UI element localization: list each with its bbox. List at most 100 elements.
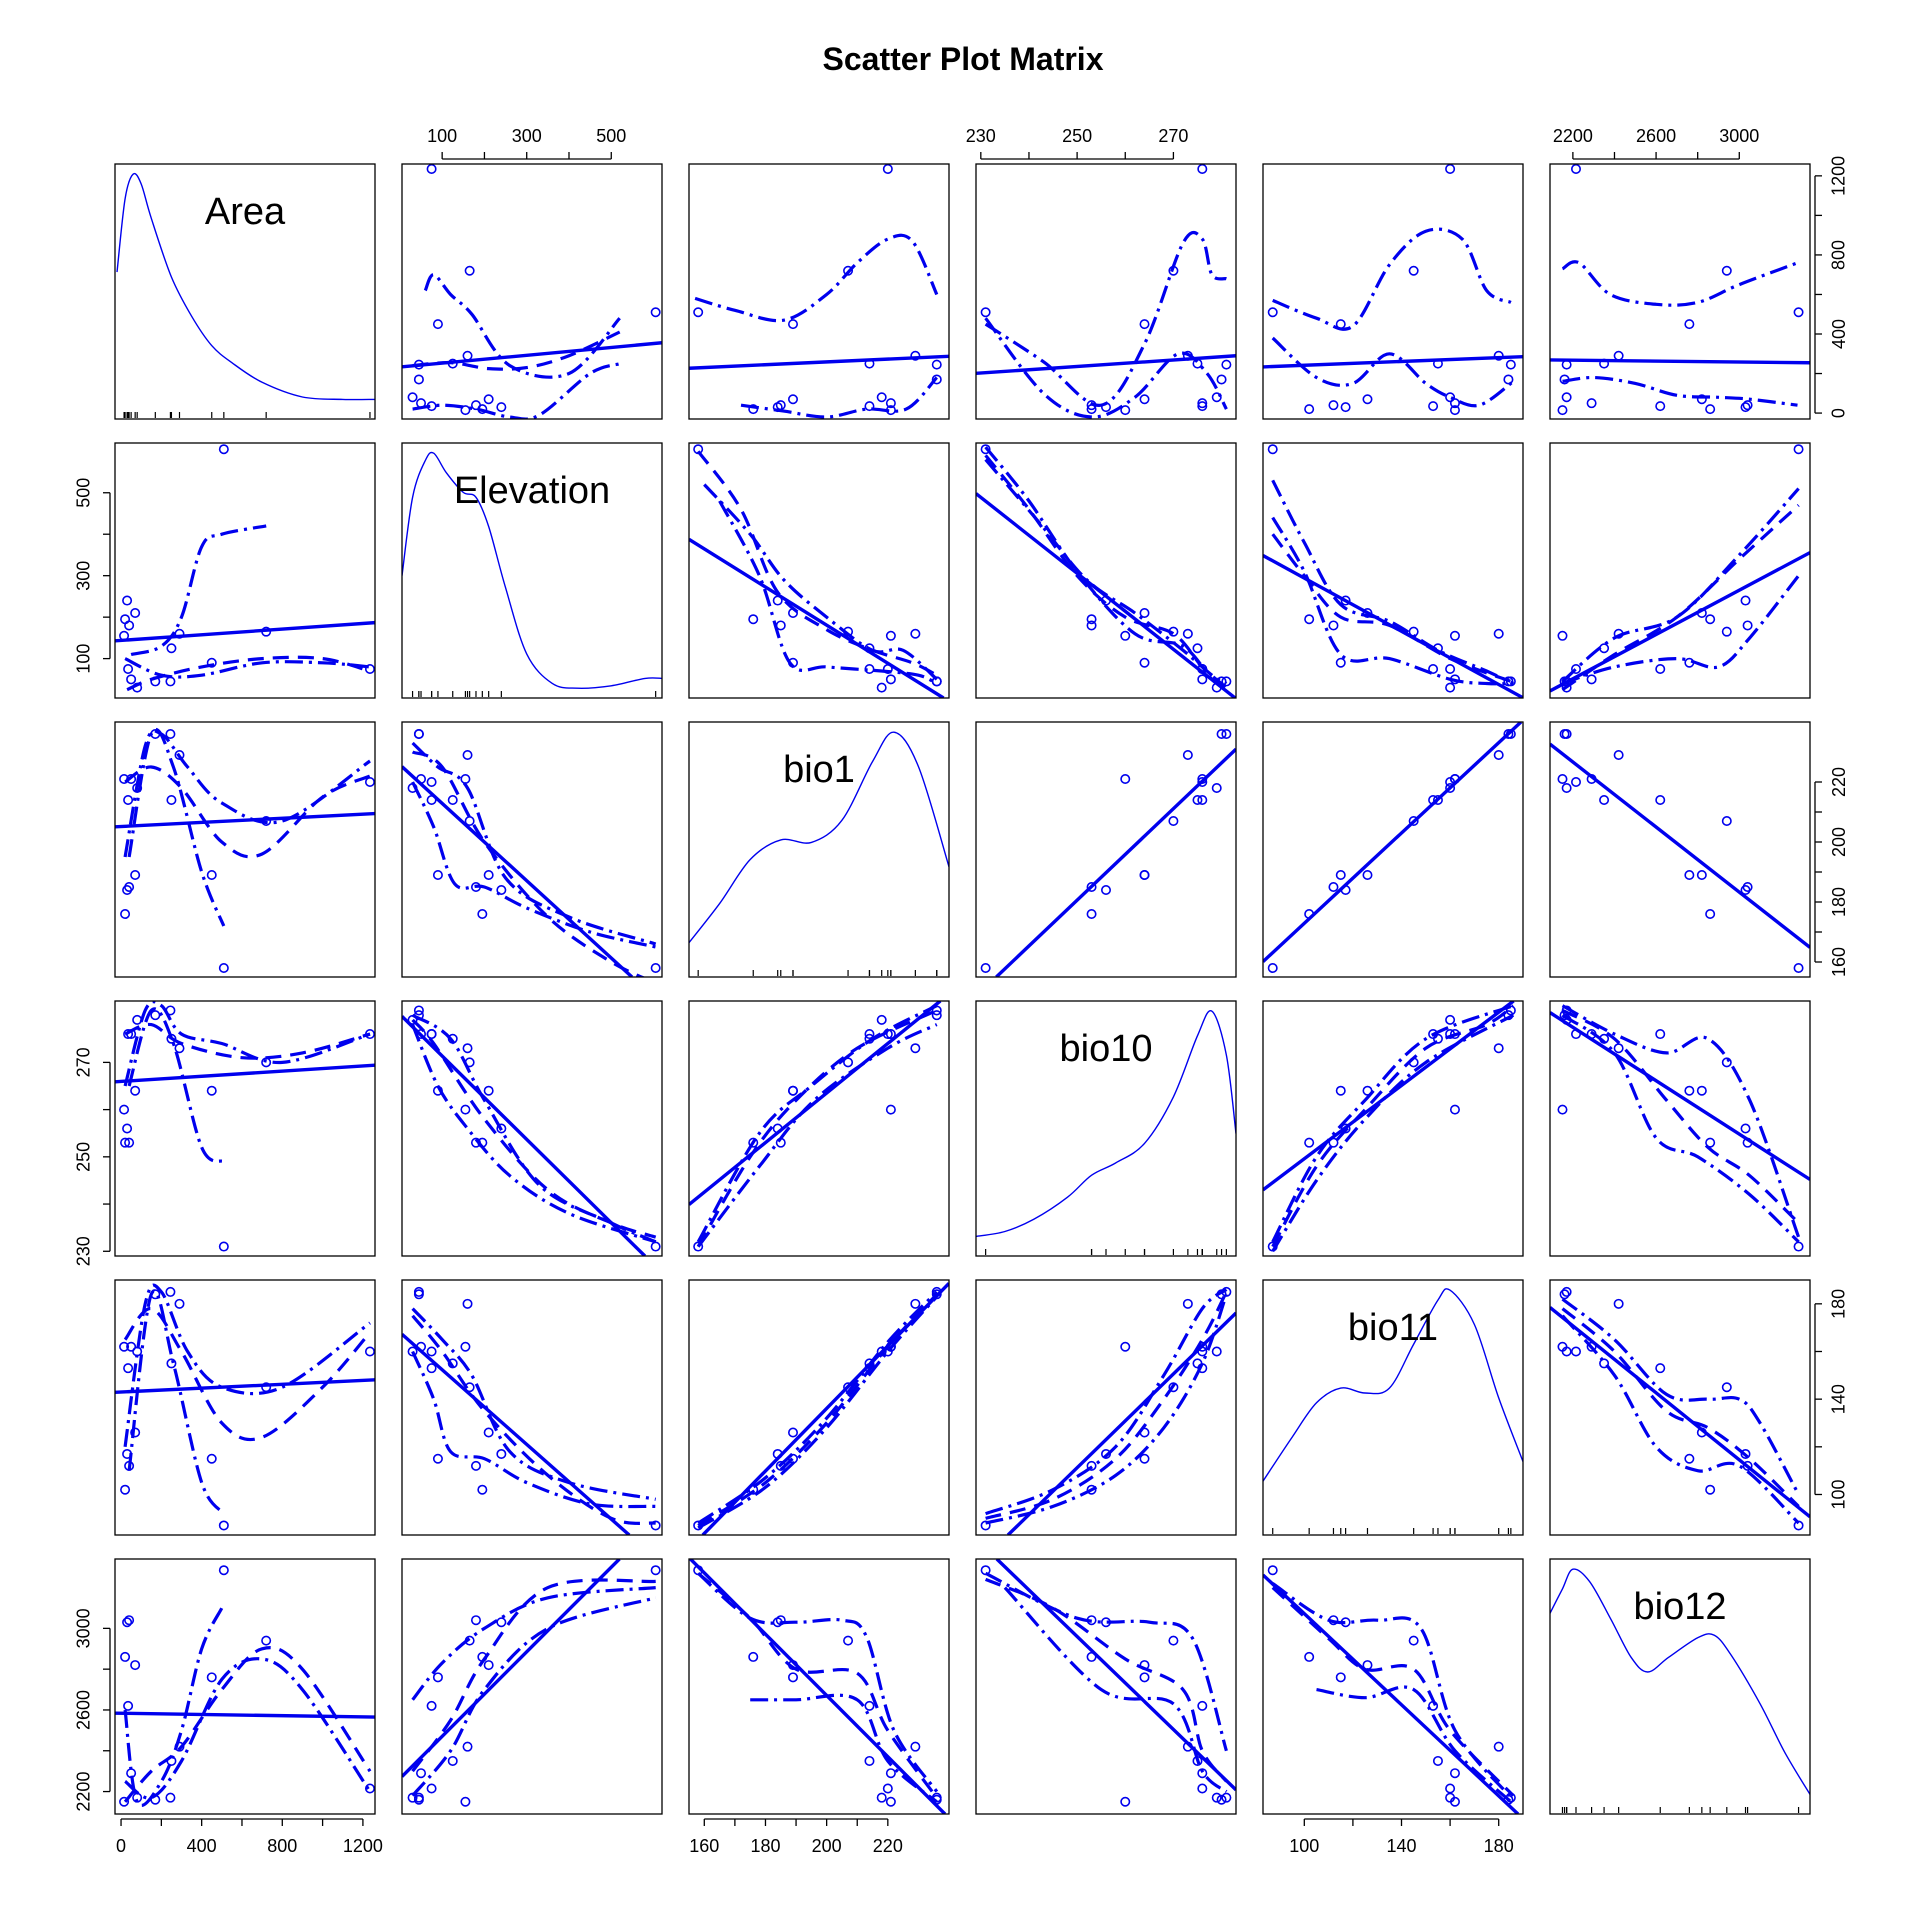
tick-label: 1200	[343, 1836, 383, 1856]
data-point	[1493, 1043, 1504, 1054]
data-point	[1721, 265, 1732, 276]
tick-label: 200	[1829, 827, 1849, 857]
data-point	[1705, 1484, 1716, 1495]
data-point	[1432, 794, 1443, 805]
panel-frame	[975, 721, 1237, 978]
smooth-curve-median	[124, 765, 371, 859]
panel-frame	[401, 1000, 663, 1257]
data-point	[416, 1768, 427, 1779]
panel-bio12-vs-elevation	[401, 1558, 663, 1815]
data-point	[1793, 1241, 1804, 1252]
data-point	[407, 1346, 418, 1357]
data-point	[496, 884, 507, 895]
panel-bio12-vs-bio12: bio12	[1549, 1558, 1811, 1815]
tick-label: 2200	[74, 1772, 94, 1812]
smooth-curve-upper	[411, 1307, 657, 1501]
regression-line	[1263, 1001, 1515, 1192]
data-point	[1120, 630, 1131, 641]
data-point	[1449, 1796, 1460, 1807]
tick-label: 100	[74, 644, 94, 674]
data-point	[1696, 1085, 1707, 1096]
panel-frame	[1262, 1558, 1524, 1815]
panel-elevation-vs-bio12	[1549, 442, 1811, 699]
data-point	[1684, 869, 1695, 880]
data-point	[130, 869, 141, 880]
panel-frame	[1262, 442, 1524, 699]
data-point	[496, 402, 507, 413]
data-point	[165, 1286, 176, 1297]
variable-label-bio1: bio1	[783, 749, 855, 791]
data-point	[496, 1123, 507, 1134]
smooth-curve-lower	[412, 362, 621, 419]
data-point	[1445, 392, 1456, 403]
data-point	[447, 1755, 458, 1766]
smooth-curve-lower	[1271, 1013, 1515, 1253]
density-curve-bio10	[976, 1010, 1236, 1238]
data-point	[980, 307, 991, 318]
data-point	[462, 1298, 473, 1309]
regression-line	[1550, 1011, 1810, 1181]
data-point	[748, 1137, 759, 1148]
panel-bio11-vs-elevation	[401, 1279, 663, 1536]
panel-bio10-vs-bio1	[688, 1000, 950, 1257]
data-point	[1571, 164, 1581, 174]
data-point	[1216, 728, 1227, 739]
smooth-curve-lower	[696, 1023, 938, 1248]
data-point	[460, 1341, 471, 1352]
smooth-curve-upper	[123, 1001, 371, 1087]
variable-label-bio10: bio10	[1060, 1028, 1153, 1070]
data-point	[1445, 164, 1456, 174]
data-point	[1428, 663, 1439, 674]
data-point	[166, 1358, 177, 1369]
data-point	[1705, 1137, 1716, 1148]
data-point	[1599, 1358, 1610, 1369]
data-point	[885, 1796, 896, 1807]
tick-label: 2600	[1636, 126, 1676, 146]
panel-frame	[401, 163, 663, 420]
bottom-axis-bio11: 100 140 180	[1289, 1818, 1514, 1856]
data-point	[1503, 374, 1514, 385]
panel-frame	[1549, 163, 1811, 420]
regression-line	[115, 1711, 375, 1719]
data-point	[120, 614, 131, 625]
data-point	[1613, 350, 1624, 361]
data-point	[1445, 682, 1456, 693]
smooth-curve-upper	[123, 729, 371, 858]
smooth-curve-median	[1561, 504, 1800, 692]
tick-label: 140	[1386, 1836, 1416, 1856]
panel-frame	[1262, 721, 1524, 978]
data-point	[261, 1635, 272, 1646]
density-curve-bio12	[1550, 1568, 1810, 1795]
data-point	[483, 394, 494, 405]
smooth-curve-median	[411, 1578, 656, 1773]
data-point	[364, 1783, 375, 1794]
data-point	[1557, 773, 1568, 784]
data-point	[364, 1346, 375, 1357]
smooth-curve-upper	[411, 1586, 656, 1701]
panel-frame	[1549, 1279, 1811, 1536]
data-point	[1705, 908, 1716, 919]
tick-label: 270	[74, 1047, 94, 1077]
data-point	[1197, 794, 1208, 805]
data-point	[123, 1363, 134, 1374]
smooth-curve-median	[123, 1307, 372, 1442]
panel-bio10-vs-bio12	[1549, 1000, 1811, 1257]
data-point	[1211, 392, 1222, 403]
data-point	[432, 1453, 443, 1464]
data-point	[218, 1241, 229, 1252]
data-point	[1120, 773, 1131, 784]
data-point	[864, 401, 875, 412]
tick-label: 800	[267, 1836, 297, 1856]
data-point	[1696, 394, 1707, 405]
data-point	[1655, 663, 1666, 674]
data-point	[426, 776, 437, 787]
data-point	[1557, 630, 1568, 641]
data-point	[462, 1741, 473, 1752]
data-point	[120, 1137, 131, 1148]
data-point	[1445, 1783, 1456, 1794]
regression-line	[995, 747, 1236, 977]
data-point	[1793, 962, 1804, 973]
data-point	[206, 1453, 217, 1464]
smooth-curve-median	[411, 1314, 656, 1525]
tick-label: 2600	[74, 1690, 94, 1730]
